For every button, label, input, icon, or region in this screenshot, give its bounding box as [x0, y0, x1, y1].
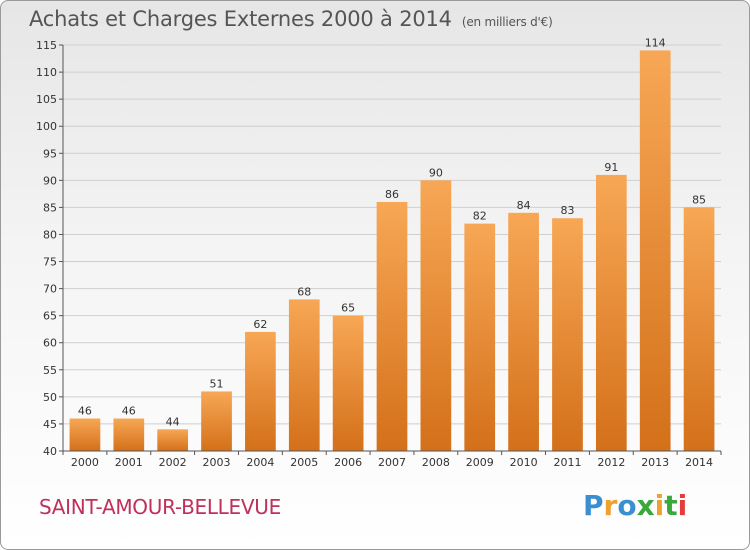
bar-2008 — [420, 180, 452, 452]
bar-2014 — [683, 207, 715, 451]
x-tick-label: 2003 — [203, 456, 231, 469]
data-label: 46 — [122, 405, 136, 418]
y-tick-label: 75 — [43, 256, 57, 269]
data-label: 84 — [517, 199, 531, 212]
x-axis-ticks: 2000 2001 2002 2003 2004 2005 2006 2007 2008 2009… — [62, 451, 722, 469]
x-tick-label: 2010 — [510, 456, 538, 469]
data-label: 82 — [473, 210, 487, 223]
bar-2009 — [464, 223, 496, 451]
y-tick-label: 45 — [43, 418, 57, 431]
logo-letter: r — [603, 489, 618, 522]
y-tick-label: 85 — [43, 201, 57, 214]
bar-2000 — [69, 418, 101, 451]
bar-2010 — [508, 212, 539, 451]
bar-2004 — [245, 331, 276, 451]
x-tick-label: 2007 — [378, 456, 406, 469]
data-label: 65 — [341, 302, 355, 315]
y-tick-label: 80 — [43, 228, 57, 241]
commune-name: SAINT-AMOUR-BELLEVUE — [39, 495, 281, 519]
logo-letter: i — [677, 489, 688, 522]
y-tick-label: 60 — [43, 337, 57, 350]
x-tick-label: 2005 — [290, 456, 318, 469]
x-tick-label: 2006 — [334, 456, 362, 469]
x-tick-label: 2013 — [641, 456, 669, 469]
y-tick-label: 90 — [43, 174, 57, 187]
chart-subtitle: (en milliers d'€) — [461, 15, 553, 29]
chart-title-text: Achats et Charges Externes 2000 à 2014 — [29, 7, 452, 31]
x-tick-label: 2002 — [159, 456, 187, 469]
y-tick-label: 110 — [36, 66, 57, 79]
bar-2011 — [552, 218, 583, 451]
x-tick-label: 2008 — [422, 456, 450, 469]
y-tick-label: 115 — [36, 39, 57, 52]
logo-letter: o — [617, 489, 637, 522]
logo-letter: x — [636, 489, 655, 522]
plot-border — [62, 45, 721, 452]
data-label: 91 — [604, 161, 618, 174]
data-label: 114 — [645, 36, 666, 49]
data-label: 90 — [429, 166, 443, 179]
x-tick-label: 2012 — [597, 456, 625, 469]
bar-2005 — [288, 299, 320, 451]
proxiti-logo: Proxiti — [583, 489, 687, 522]
bar-2002 — [157, 429, 189, 451]
x-tick-label: 2001 — [115, 456, 143, 469]
y-tick-label: 55 — [43, 364, 57, 377]
bar-2007 — [376, 201, 408, 451]
bar-2003 — [201, 391, 232, 451]
x-tick-label: 2011 — [553, 456, 581, 469]
data-label: 62 — [253, 318, 267, 331]
bar-2013 — [639, 50, 671, 452]
logo-letter: P — [583, 489, 604, 522]
chart-title: Achats et Charges Externes 2000 à 2014 (e… — [29, 7, 553, 31]
y-tick-label: 70 — [43, 283, 57, 296]
x-tick-label: 2000 — [71, 456, 99, 469]
bar-2012 — [595, 174, 627, 452]
y-tick-label: 105 — [36, 93, 57, 106]
x-tick-label: 2009 — [466, 456, 494, 469]
data-label: 44 — [166, 415, 180, 428]
x-tick-label: 2004 — [246, 456, 274, 469]
y-tick-label: 50 — [43, 391, 57, 404]
y-tick-label: 40 — [43, 445, 57, 458]
y-tick-label: 100 — [36, 120, 57, 133]
logo-letter: t — [664, 489, 678, 522]
data-label: 83 — [560, 204, 574, 217]
data-label: 46 — [78, 405, 92, 418]
data-label: 68 — [297, 285, 311, 298]
y-tick-label: 65 — [43, 310, 57, 323]
x-tick-label: 2014 — [685, 456, 713, 469]
bar-2006 — [332, 315, 364, 451]
y-axis-ticks: 40 45 50 55 60 65 70 75 80 85 90 95 100 105 110 115 — [36, 39, 63, 458]
bars — [69, 50, 715, 452]
data-label: 51 — [210, 377, 224, 390]
logo-letter: i — [654, 489, 665, 522]
data-label: 85 — [692, 193, 706, 206]
y-tick-label: 95 — [43, 147, 57, 160]
data-labels: 46 46 44 51 62 68 65 86 90 82 84 83 91 114 85 — [78, 36, 706, 428]
bar-2001 — [113, 418, 145, 451]
data-label: 86 — [385, 188, 399, 201]
